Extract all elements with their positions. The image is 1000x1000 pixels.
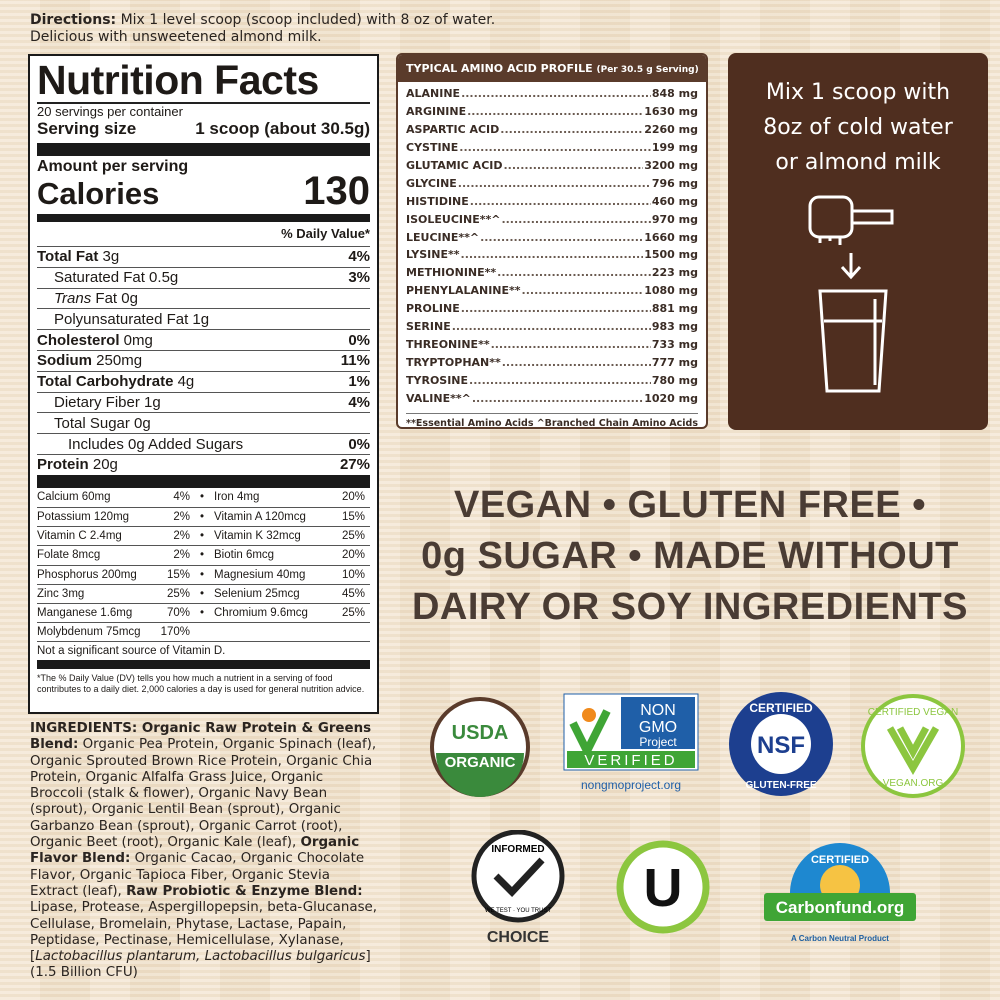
nutrient-row: Trans Fat 0g — [37, 287, 370, 309]
informed-text: INFORMED — [491, 844, 544, 855]
mix-line: 8oz of cold water — [763, 115, 953, 140]
vegan-org-text: VEGAN.ORG — [883, 778, 944, 789]
mix-line: or almond milk — [775, 150, 941, 175]
bcaa-footnote: ^Branched Chain Amino Acids — [536, 418, 698, 429]
micronutrient-row: Potassium 120mg 2% • Vitamin A 120mcg 15% — [37, 506, 370, 526]
certified-text: CERTIFIED — [811, 854, 869, 866]
usda-text: USDA — [452, 722, 509, 744]
amino-subtitle: (Per 30.5 g Serving) — [596, 65, 699, 75]
amount-per-serving: Amount per serving — [37, 158, 189, 175]
amino-acid-row: SERINE..................................… — [406, 320, 698, 334]
nutrient-row: Total Sugar 0g — [37, 412, 370, 433]
amino-acid-row: PROLINE.................................… — [406, 302, 698, 316]
micronutrient-row: Calcium 60mg 4% • Iron 4mg 20% — [37, 491, 365, 504]
vitamin-d-note: Not a significant source of Vitamin D. — [37, 641, 370, 660]
micronutrient-row: Vitamin C 2.4mg 2% • Vitamin K 32mcg 25% — [37, 526, 370, 545]
carbon-neutral-text: A Carbon Neutral Product — [791, 934, 889, 943]
verified-text: VERIFIED — [584, 752, 677, 769]
organic-text: ORGANIC — [445, 754, 516, 771]
amino-acid-row: TRYPTOPHAN**............................… — [406, 355, 698, 369]
amino-acid-row: ASPARTIC ACID...........................… — [406, 123, 698, 137]
daily-value: 11% — [340, 352, 370, 370]
informed-choice-logo: INFORMED WE TEST · YOU TRUST CHOICE — [471, 830, 565, 946]
mix-instructions-box: Mix 1 scoop with 8oz of cold water or almo… — [728, 53, 988, 430]
scoop-into-glass-icon — [808, 195, 894, 393]
amino-acid-row: THREONINE**.............................… — [406, 337, 698, 351]
dv-footnote: *The % Daily Value (DV) tells you how mu… — [37, 673, 365, 695]
product-claims: VEGAN • GLUTEN FREE • 0g SUGAR • MADE WIT… — [400, 480, 980, 633]
directions: Directions: Mix 1 level scoop (scoop inc… — [30, 12, 496, 45]
amino-acid-row: CYSTINE.................................… — [406, 141, 698, 155]
nutrient-row: Includes 0g Added Sugars 0% — [37, 433, 370, 454]
nutrient-row: Total Fat 3g 4% — [37, 246, 370, 267]
daily-value: 1% — [348, 373, 370, 391]
amino-acid-row: ISOLEUCINE**^...........................… — [406, 212, 698, 226]
daily-value: 4% — [348, 248, 370, 266]
micronutrient-row: Folate 8mcg 2% • Biotin 6mcg 20% — [37, 545, 370, 564]
gluten-free-text: GLUTEN-FREE — [745, 780, 816, 791]
amino-acid-row: ARGININE................................… — [406, 105, 698, 119]
nutrient-row: Cholesterol 0mg 0% — [37, 329, 370, 350]
amino-acid-row: LYSINE**................................… — [406, 248, 698, 262]
certified-vegan-logo: CERTIFIED VEGAN VEGAN.ORG — [861, 694, 965, 798]
calories-label: Calories — [37, 176, 160, 211]
micronutrient-row: Phosphorus 200mg 15% • Magnesium 40mg 10% — [37, 564, 370, 584]
claim-line: 0g SUGAR • MADE WITHOUT — [421, 535, 959, 577]
amino-acid-row: HISTIDINE...............................… — [406, 194, 698, 208]
serving-size-label: Serving size — [37, 119, 137, 138]
amino-title: TYPICAL AMINO ACID PROFILE — [406, 62, 593, 75]
choice-text: CHOICE — [487, 929, 550, 946]
essential-footnote: **Essential Amino Acids — [406, 418, 534, 429]
daily-value: 0% — [348, 435, 370, 453]
nutrient-row: Polyunsaturated Fat 1g — [37, 308, 370, 329]
amino-acid-profile: TYPICAL AMINO ACID PROFILE (Per 30.5 g S… — [396, 53, 708, 429]
micronutrient-row: Molybdenum 75mcg 170% — [37, 622, 370, 641]
amino-acid-row: GLUTAMIC ACID...........................… — [406, 159, 698, 172]
daily-value: 4% — [348, 393, 370, 411]
claim-line: DAIRY OR SOY INGREDIENTS — [411, 586, 969, 628]
amino-acid-row: VALINE**^...............................… — [406, 391, 698, 405]
nutrient-row: Sodium 250mg 11% — [37, 349, 370, 371]
ingredients: INGREDIENTS: Organic Raw Protein & Green… — [30, 721, 378, 981]
usda-organic-logo: USDA ORGANIC — [430, 697, 530, 797]
nutrient-row: Dietary Fiber 1g 4% — [37, 391, 370, 413]
micronutrient-row: Manganese 1.6mg 70% • Chromium 9.6mcg 25% — [37, 602, 370, 622]
nutrient-row: Protein 20g 27% — [37, 453, 370, 475]
nutrition-facts-panel: Nutrition Facts 20 servings per containe… — [28, 54, 379, 714]
calories-value: 130 — [303, 169, 370, 213]
servings: 20 servings per container — [37, 104, 183, 119]
non-text: NON — [640, 702, 676, 719]
amino-acid-row: TYROSINE................................… — [406, 373, 698, 387]
mix-line: Mix 1 scoop with — [765, 80, 951, 105]
project-text: Project — [639, 735, 677, 749]
nsf-text: NSF — [757, 732, 805, 759]
nsf-gluten-free-logo: CERTIFIED NSF GLUTEN-FREE — [729, 692, 833, 796]
daily-value: 3% — [348, 269, 370, 287]
nutrient-row: Total Carbohydrate 4g 1% — [37, 370, 370, 392]
daily-value: 27% — [339, 456, 370, 474]
nutrient-row: Saturated Fat 0.5g 3% — [37, 266, 370, 288]
kosher-u-text: U — [644, 858, 683, 918]
daily-value-header: % Daily Value* — [281, 226, 370, 241]
amino-acid-row: METHIONINE**............................… — [406, 266, 698, 280]
micronutrient-row: Zinc 3mg 25% • Selenium 25mcg 45% — [37, 583, 370, 603]
amino-acid-row: PHENYLALANINE**.........................… — [406, 284, 698, 298]
amino-acid-row: ALANINE.................................… — [406, 87, 698, 101]
carbonfund-logo: CERTIFIED Carbonfund.org A Carbon Neutral … — [764, 843, 916, 943]
nutrition-title: Nutrition Facts — [37, 57, 319, 103]
amino-acid-row: LEUCINE**^..............................… — [406, 230, 698, 244]
amino-acid-row: GLYCINE.................................… — [406, 176, 698, 190]
nongmo-url: nongmoproject.org — [581, 778, 681, 792]
informed-tagline: WE TEST · YOU TRUST — [485, 908, 552, 914]
kosher-u-logo: U — [616, 840, 710, 934]
carbonfund-text: Carbonfund.org — [776, 898, 904, 917]
gmo-text: GMO — [639, 719, 677, 736]
serving-size-value: 1 scoop (about 30.5g) — [195, 119, 370, 138]
claim-line: VEGAN • GLUTEN FREE • — [453, 484, 927, 526]
certified-text: CERTIFIED — [749, 701, 813, 715]
daily-value: 0% — [348, 331, 370, 349]
certified-vegan-text: CERTIFIED VEGAN — [868, 707, 958, 718]
